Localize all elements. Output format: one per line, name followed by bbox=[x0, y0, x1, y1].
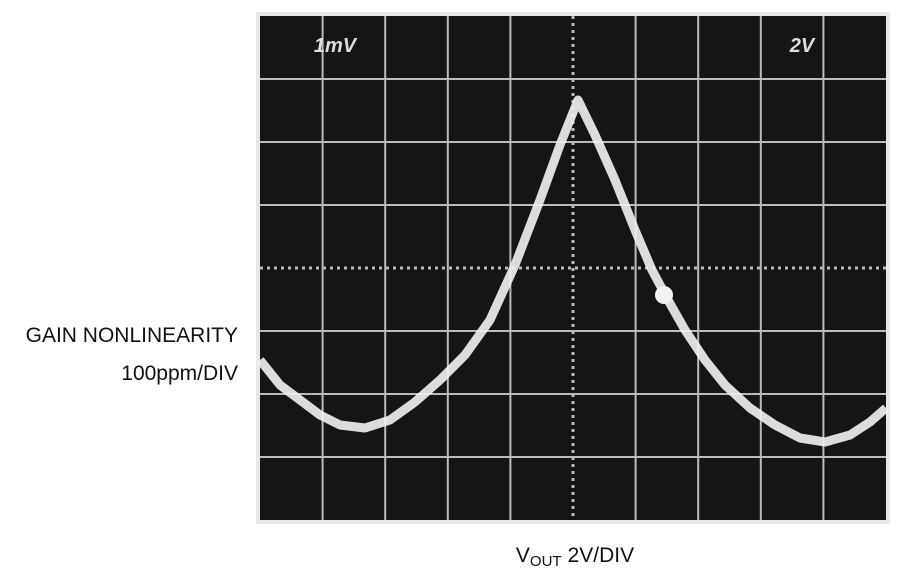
x-label-scale: 2V/DIV bbox=[568, 544, 635, 567]
x-axis-label: VOUT 2V/DIV bbox=[516, 544, 634, 570]
y-axis-label: 100ppm/DIV bbox=[121, 362, 238, 385]
x-label-symbol: V bbox=[516, 544, 530, 567]
trace-spot bbox=[655, 286, 673, 304]
x-label-subscript: OUT bbox=[530, 553, 562, 570]
graticule bbox=[260, 16, 886, 520]
screen-label: 2V bbox=[789, 35, 816, 57]
trace bbox=[256, 95, 889, 447]
y-axis-label: GAIN NONLINEARITY bbox=[26, 324, 238, 347]
screen-label: 1mV bbox=[314, 35, 358, 57]
